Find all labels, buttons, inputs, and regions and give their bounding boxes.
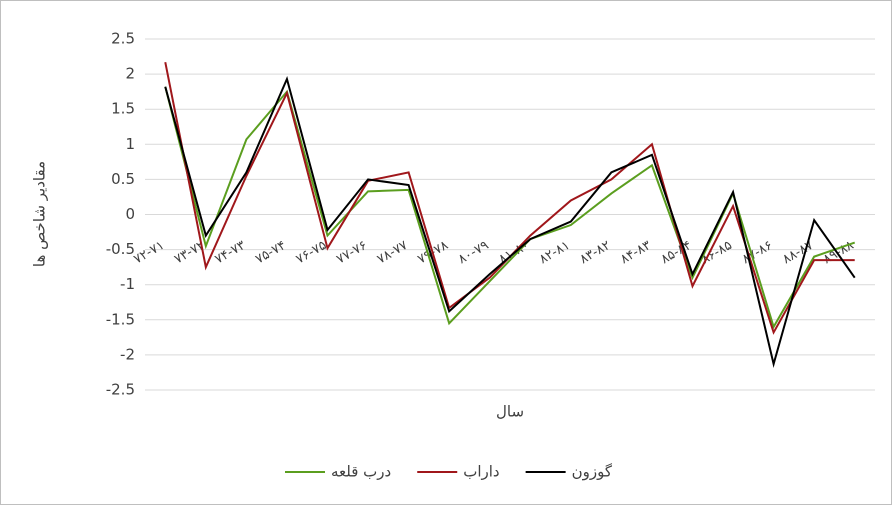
- y-axis-label: مقادیر شاخص ها: [31, 161, 49, 267]
- y-tick-label: -2: [120, 345, 135, 363]
- series-line: [164, 75, 856, 369]
- y-tick-label: 2: [125, 65, 135, 83]
- x-axis-label: سال: [496, 403, 524, 421]
- y-tick-label: 0.5: [111, 170, 135, 188]
- y-tick-label: -2.5: [106, 381, 135, 399]
- y-tick-label: 1: [125, 135, 135, 153]
- y-tick-label: 2.5: [111, 30, 135, 48]
- series-line: [164, 86, 856, 330]
- y-tick-label: -1: [120, 275, 135, 293]
- y-tick-label: 0: [125, 205, 135, 223]
- y-tick-label: 1.5: [111, 100, 135, 118]
- y-tick-label: -0.5: [106, 240, 135, 258]
- legend-label: گوزون: [572, 463, 613, 481]
- legend-label: درب قلعه: [331, 463, 391, 481]
- legend-label: داراب: [463, 463, 499, 481]
- y-tick-label: -1.5: [106, 310, 135, 328]
